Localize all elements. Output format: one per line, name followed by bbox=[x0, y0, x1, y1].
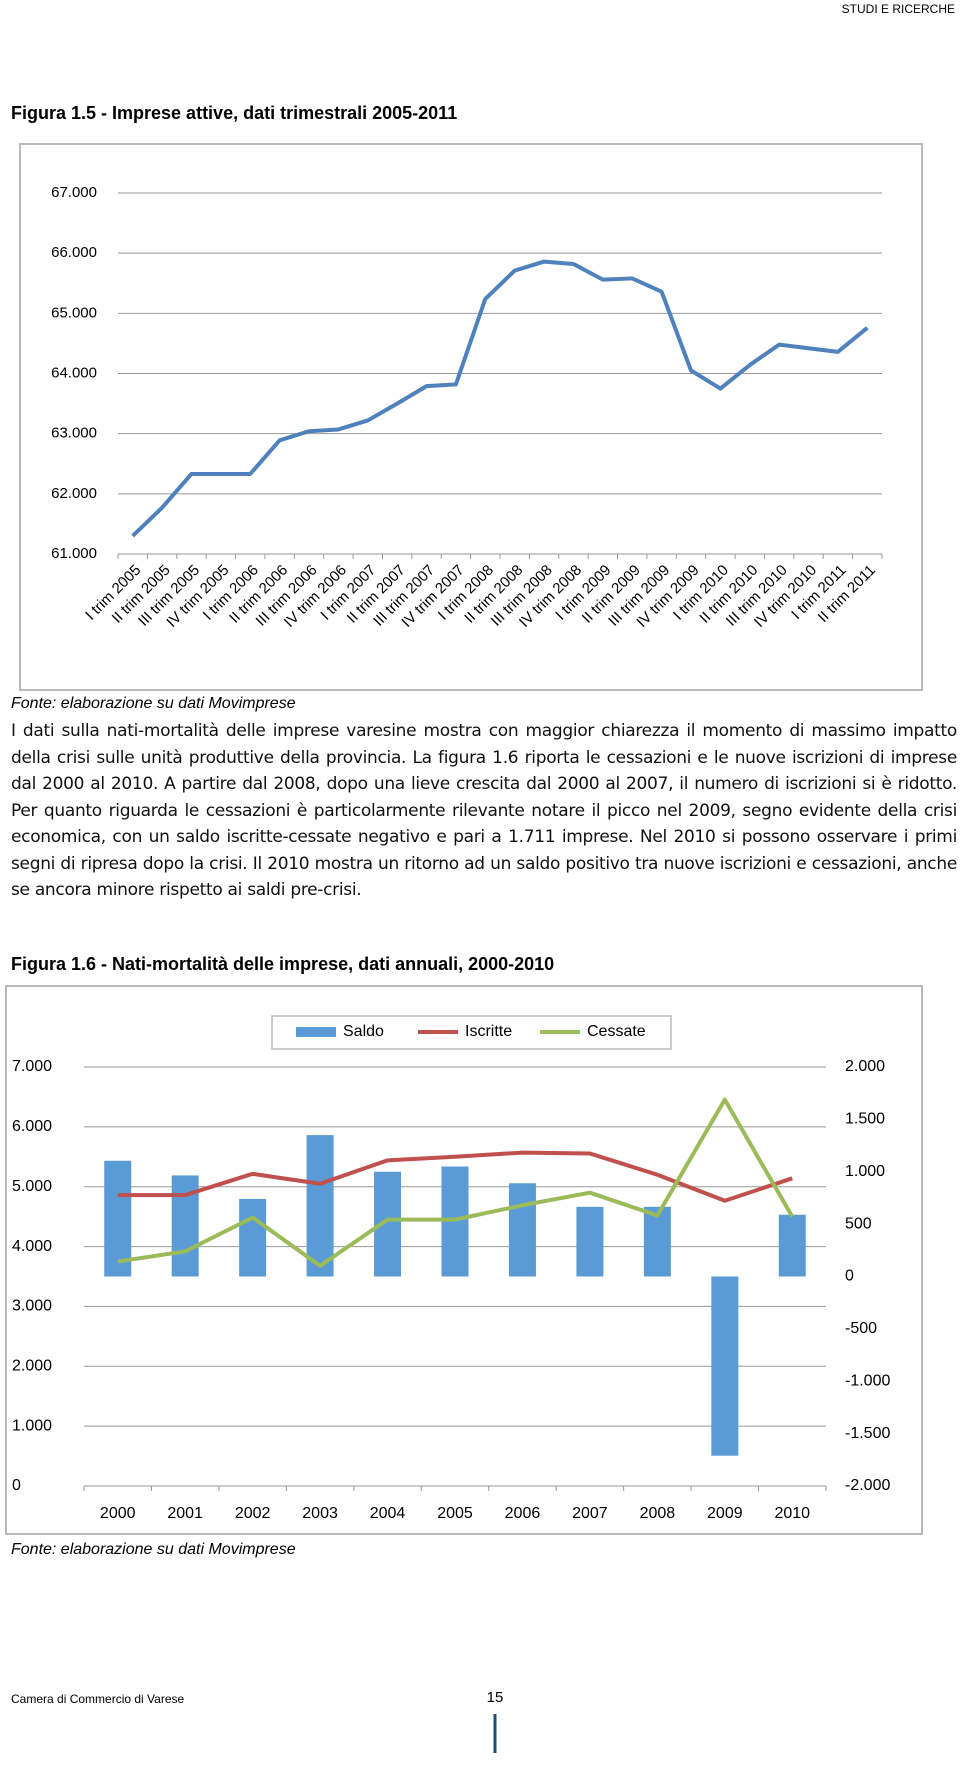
x-tick-label: 2004 bbox=[370, 1505, 406, 1522]
y-tick-label: 65.000 bbox=[51, 304, 97, 321]
y-tick-label: 64.000 bbox=[51, 364, 97, 381]
y2-tick-label: -2.000 bbox=[845, 1477, 890, 1494]
x-tick-label: 2008 bbox=[640, 1505, 676, 1522]
y-tick-label: 63.000 bbox=[51, 425, 97, 442]
y-tick-label: 7.000 bbox=[12, 1058, 52, 1075]
y-tick-label: 6.000 bbox=[12, 1118, 52, 1135]
figure-title: Figura 1.6 - Nati-mortalità delle impres… bbox=[11, 954, 554, 974]
y-tick-label: 0 bbox=[12, 1477, 21, 1494]
y-tick-label: 3.000 bbox=[12, 1298, 52, 1315]
legend-label: Cessate bbox=[587, 1023, 646, 1040]
source-note: Fonte: elaborazione su dati Movimprese bbox=[11, 1541, 296, 1558]
x-tick-label: 2001 bbox=[167, 1505, 203, 1522]
y2-tick-label: 1.500 bbox=[845, 1111, 885, 1128]
x-tick-label: 2010 bbox=[774, 1505, 810, 1522]
bar bbox=[778, 1214, 806, 1277]
section-header: STUDI E RICERCHE bbox=[842, 2, 955, 16]
page-number: 15 bbox=[487, 1689, 504, 1706]
figure-title: Figura 1.5 - Imprese attive, dati trimes… bbox=[11, 103, 457, 123]
y-tick-label: 5.000 bbox=[12, 1178, 52, 1195]
x-tick-label: 2006 bbox=[505, 1505, 541, 1522]
source-note: Fonte: elaborazione su dati Movimprese bbox=[11, 695, 296, 712]
bar bbox=[508, 1183, 536, 1277]
y-tick-label: 66.000 bbox=[51, 244, 97, 261]
chart-frame bbox=[19, 143, 923, 691]
y2-tick-label: 1.000 bbox=[845, 1163, 885, 1180]
y2-tick-label: 500 bbox=[845, 1215, 872, 1232]
legend-swatch bbox=[296, 1027, 336, 1037]
y-tick-label: 62.000 bbox=[51, 485, 97, 502]
y-tick-label: 1.000 bbox=[12, 1417, 52, 1434]
y2-tick-label: -1.000 bbox=[845, 1372, 890, 1389]
bar bbox=[576, 1206, 604, 1277]
y2-tick-label: -500 bbox=[845, 1320, 877, 1337]
y-tick-label: 2.000 bbox=[12, 1358, 52, 1375]
bar bbox=[104, 1160, 132, 1277]
legend-box bbox=[271, 1015, 672, 1050]
data-line bbox=[117, 1150, 793, 1203]
y2-tick-label: -1.500 bbox=[845, 1425, 890, 1442]
legend-label: Iscritte bbox=[465, 1023, 512, 1040]
legend-label: Saldo bbox=[343, 1023, 384, 1040]
x-tick-label: 2009 bbox=[707, 1505, 743, 1522]
x-tick-label: 2002 bbox=[235, 1505, 271, 1522]
x-tick-label: 2003 bbox=[302, 1505, 338, 1522]
y2-tick-label: 0 bbox=[845, 1268, 854, 1285]
y-tick-label: 67.000 bbox=[51, 184, 97, 201]
data-line bbox=[131, 259, 869, 538]
x-tick-label: 2005 bbox=[437, 1505, 473, 1522]
bar bbox=[711, 1276, 739, 1456]
y-tick-label: 4.000 bbox=[12, 1238, 52, 1255]
bar bbox=[239, 1198, 267, 1277]
data-line bbox=[117, 1097, 795, 1268]
chart-frame bbox=[5, 985, 923, 1535]
bar bbox=[306, 1135, 334, 1277]
y-tick-label: 61.000 bbox=[51, 545, 97, 562]
footer-publisher: Camera di Commercio di Varese bbox=[11, 1692, 184, 1706]
bar bbox=[643, 1206, 671, 1277]
y2-tick-label: 2.000 bbox=[845, 1058, 885, 1075]
body-paragraph: I dati sulla nati-mortalità delle impres… bbox=[11, 721, 957, 900]
x-tick-label: 2000 bbox=[100, 1505, 136, 1522]
x-tick-label: 2007 bbox=[572, 1505, 608, 1522]
